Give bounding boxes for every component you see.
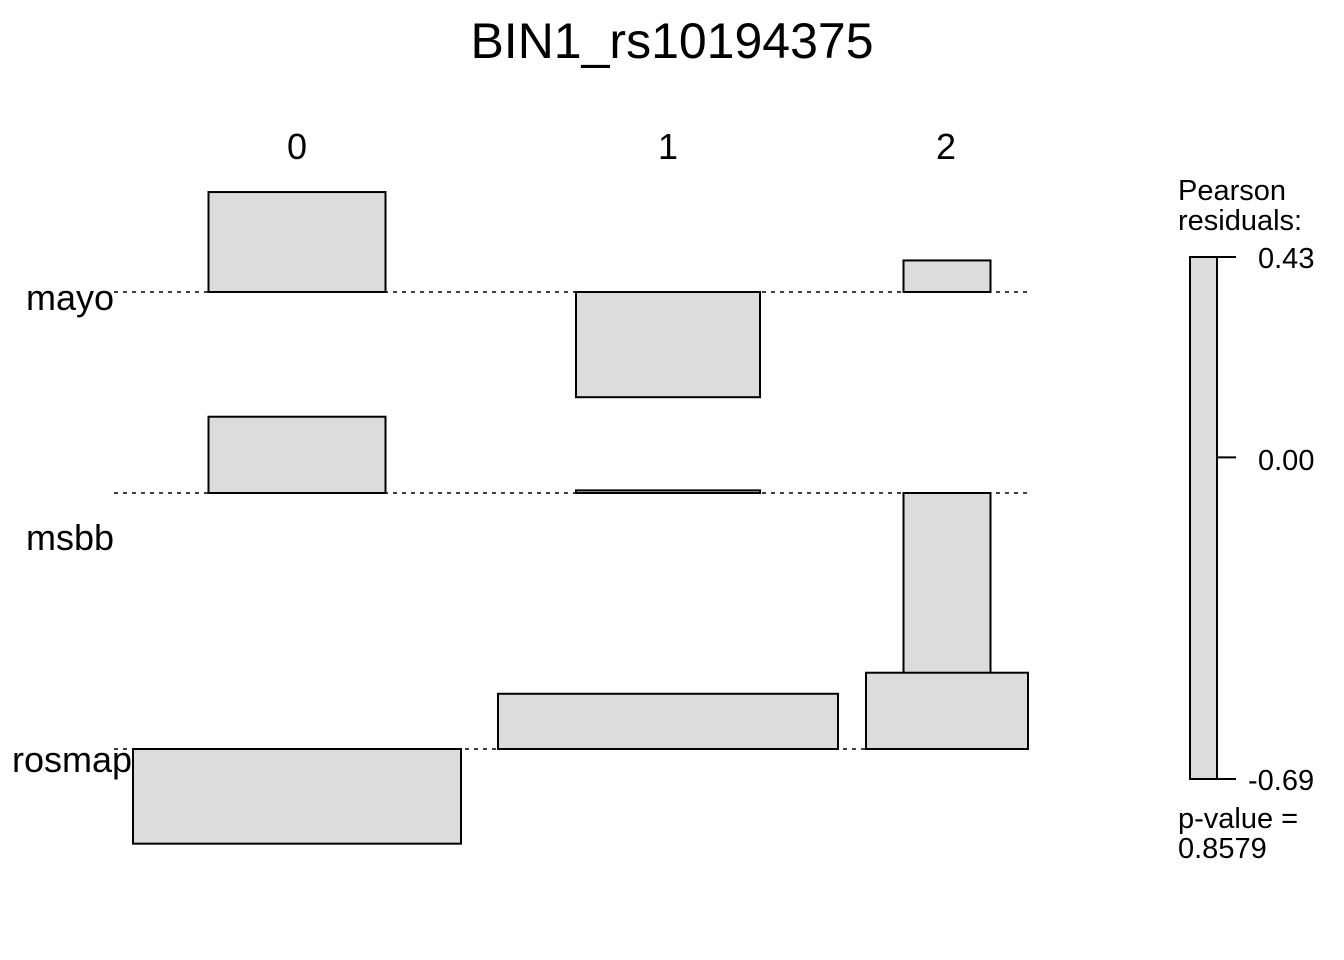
legend-color-bar [1189, 256, 1218, 780]
residual-bars [132, 191, 1029, 845]
legend: Pearson residuals: 0.43 0.00 -0.69 p-val… [1178, 175, 1314, 865]
bar-mayo-1 [575, 291, 761, 399]
bar-mayo-2 [902, 259, 992, 294]
legend-mid-label: 0.00 [1258, 445, 1314, 477]
bar-rosmap-1 [497, 692, 839, 751]
column-label-0: 0 [287, 126, 307, 167]
legend-max-label: 0.43 [1258, 243, 1314, 275]
bar-msbb-1 [575, 489, 761, 494]
bar-msbb-0 [207, 415, 387, 495]
bar-mayo-0 [207, 191, 387, 293]
pvalue-line2: 0.8579 [1178, 833, 1267, 865]
legend-min-label: -0.69 [1248, 765, 1314, 797]
column-labels: 0 1 2 [287, 126, 956, 167]
pvalue-line1: p-value = [1178, 803, 1298, 835]
row-label-mayo: mayo [26, 277, 114, 318]
bar-rosmap-2 [865, 671, 1029, 750]
bar-rosmap-0 [132, 748, 462, 845]
row-label-rosmap: rosmap [12, 739, 132, 780]
column-label-1: 1 [658, 126, 678, 167]
column-label-2: 2 [936, 126, 956, 167]
bar-msbb-2 [902, 492, 992, 676]
row-label-msbb: msbb [26, 517, 114, 558]
legend-title-line1: Pearson [1178, 175, 1286, 207]
chart-title: BIN1_rs10194375 [470, 13, 873, 69]
legend-ticks [1217, 256, 1236, 780]
row-labels: mayo msbb rosmap [12, 277, 132, 780]
legend-title-line2: residuals: [1178, 205, 1302, 237]
